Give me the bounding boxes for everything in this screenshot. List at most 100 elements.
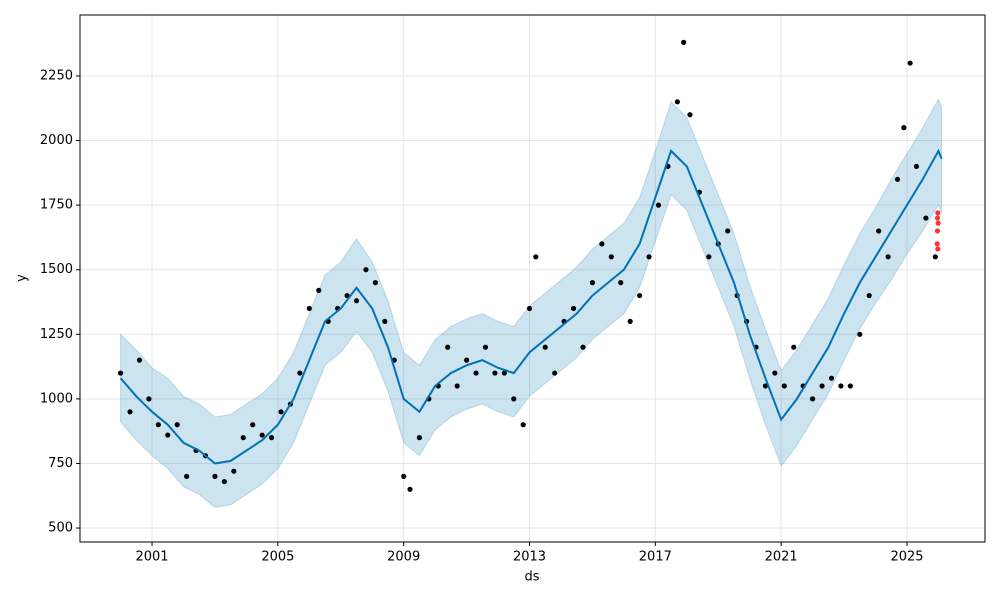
x-axis-label: ds xyxy=(524,570,539,585)
observed-point xyxy=(117,370,124,376)
observed-point xyxy=(894,176,901,182)
observed-point xyxy=(416,435,423,441)
observed-point xyxy=(923,215,929,221)
observed-point xyxy=(913,163,920,169)
y-tick-label: 1000 xyxy=(40,391,73,406)
observed-point xyxy=(353,298,360,304)
observed-point xyxy=(781,383,787,389)
x-tick-label: 2021 xyxy=(765,550,798,565)
observed-point xyxy=(155,422,161,428)
observed-point xyxy=(725,228,731,234)
holdout-point xyxy=(934,241,940,247)
observed-point xyxy=(212,473,218,479)
observed-point xyxy=(838,383,844,389)
observed-point xyxy=(674,99,680,105)
observed-point xyxy=(762,383,769,389)
y-tick-label: 2000 xyxy=(40,133,73,148)
y-axis-label: y xyxy=(15,274,30,282)
observed-point xyxy=(637,292,643,299)
observed-point xyxy=(492,370,498,376)
observed-point xyxy=(501,370,507,376)
observed-point xyxy=(165,432,171,438)
observed-point xyxy=(445,344,451,350)
observed-point xyxy=(520,422,526,428)
observed-point xyxy=(127,409,133,415)
observed-point xyxy=(316,287,322,293)
observed-point xyxy=(473,370,479,376)
observed-point xyxy=(706,254,712,260)
forecast-line xyxy=(119,148,943,465)
observed-point xyxy=(511,396,517,402)
observed-point xyxy=(407,486,413,492)
y-tick-label: 500 xyxy=(48,521,73,536)
x-tick-label: 2005 xyxy=(261,550,294,565)
observed-point xyxy=(533,254,539,260)
observed-point xyxy=(454,383,460,389)
x-tick-label: 2013 xyxy=(513,550,546,565)
observed-point xyxy=(482,344,489,350)
observed-point xyxy=(401,473,407,479)
holdout-point xyxy=(935,210,941,216)
observed-point xyxy=(580,344,586,350)
x-tick-label: 2001 xyxy=(135,550,168,565)
holdout-point xyxy=(934,215,941,221)
observed-point xyxy=(618,280,624,286)
observed-point xyxy=(627,318,633,324)
observed-point xyxy=(772,370,778,376)
observed-point xyxy=(819,383,825,389)
observed-point xyxy=(847,383,853,389)
observed-point xyxy=(857,331,863,337)
observed-point xyxy=(542,344,548,350)
observed-point xyxy=(221,478,227,485)
observed-point xyxy=(278,409,284,415)
observed-point xyxy=(552,370,558,376)
observed-point xyxy=(297,370,303,376)
observed-point xyxy=(932,254,938,260)
observed-point xyxy=(570,305,577,312)
observed-point xyxy=(363,267,369,273)
observed-point xyxy=(382,318,388,324)
y-tick-label: 1500 xyxy=(40,262,73,277)
y-tick-label: 2250 xyxy=(40,68,73,83)
y-tick-label: 1250 xyxy=(40,327,73,342)
observed-point xyxy=(810,396,816,402)
x-tick-label: 2017 xyxy=(639,550,672,565)
observed-point xyxy=(655,202,662,208)
observed-point xyxy=(174,422,180,428)
observed-point xyxy=(231,468,237,474)
y-tick-label: 1750 xyxy=(40,198,73,213)
x-tick-label: 2009 xyxy=(387,550,420,565)
y-tick-label: 750 xyxy=(48,456,73,471)
observed-point xyxy=(866,292,872,299)
observed-point xyxy=(306,305,312,312)
observed-point xyxy=(463,357,470,363)
observed-point xyxy=(885,254,891,260)
observed-point xyxy=(687,112,693,118)
observed-point xyxy=(907,60,913,66)
observed-point xyxy=(372,280,378,286)
observed-point xyxy=(646,254,652,260)
plot-frame xyxy=(79,14,986,543)
observed-point xyxy=(268,435,275,441)
observed-point xyxy=(259,432,265,438)
observed-point xyxy=(791,344,797,350)
observed-point xyxy=(136,357,143,363)
observed-point xyxy=(828,375,835,381)
observed-point xyxy=(608,254,614,260)
holdout-point xyxy=(935,246,941,252)
observed-point xyxy=(526,305,533,312)
observed-point xyxy=(184,473,190,479)
uncertainty-band xyxy=(120,98,943,508)
observed-point xyxy=(240,435,246,441)
x-tick-label: 2025 xyxy=(890,550,923,565)
observed-point xyxy=(876,228,882,234)
observed-point xyxy=(901,125,907,131)
observed-point xyxy=(681,39,687,45)
holdout-point xyxy=(935,220,941,226)
observed-point xyxy=(250,422,256,428)
holdout-point xyxy=(934,228,941,234)
observed-point xyxy=(146,396,152,402)
observed-point xyxy=(589,280,596,286)
